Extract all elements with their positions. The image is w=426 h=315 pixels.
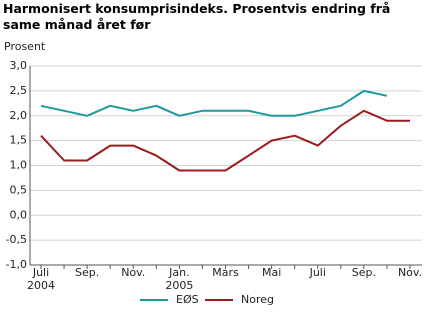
x-tick-label: Juli 2004 <box>27 266 55 292</box>
x-tick-label: Sep. <box>351 266 376 279</box>
y-tick-label: 2,0 <box>10 109 28 122</box>
y-tick-label: -0,5 <box>6 233 27 246</box>
chart-title: Harmonisert konsumprisindeks. Prosentvis… <box>3 1 391 32</box>
x-tick-label: Jan. 2005 <box>165 266 194 292</box>
x-tick-label: Nov. <box>121 266 146 279</box>
y-tick-label: 0,5 <box>10 183 28 196</box>
legend-label: Noreg <box>241 293 274 306</box>
x-tick-label: Mai <box>261 266 282 279</box>
y-tick-label: 3,0 <box>10 59 28 72</box>
x-tick-label: Juli <box>309 266 326 279</box>
x-tick-label: Mars <box>212 266 239 279</box>
legend-label: EØS <box>176 293 199 306</box>
y-tick-label: 1,5 <box>10 134 28 147</box>
series-line <box>40 89 388 117</box>
y-tick-label: -1,0 <box>6 258 27 271</box>
x-tick-label: Sep. <box>75 266 100 279</box>
series-line <box>40 109 410 172</box>
x-tick-label: Nov. <box>397 266 423 279</box>
y-tick-label: 0,0 <box>10 208 28 221</box>
y-tick-label: 2,5 <box>10 84 28 97</box>
y-tick-label: 1,0 <box>10 159 28 172</box>
y-axis-label: Prosent <box>4 40 46 53</box>
